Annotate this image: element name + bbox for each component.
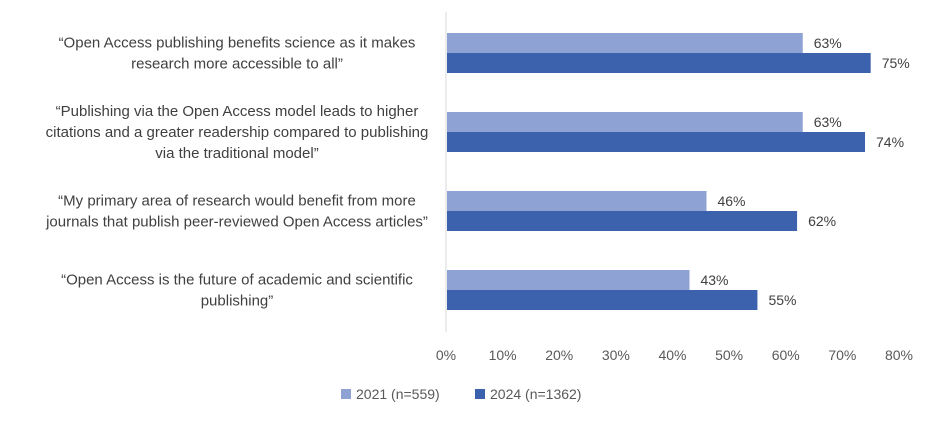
x-tick-label-0: 0% — [436, 347, 456, 363]
value-label-2024-cat4: 55% — [768, 292, 796, 308]
x-tick-label-50: 50% — [715, 347, 743, 363]
legend-label-2024: 2024 (n=1362) — [490, 386, 581, 402]
x-tick-label-70: 70% — [828, 347, 856, 363]
category-label-1: “Open Access publishing benefits science… — [59, 35, 416, 73]
bar-2024-cat2 — [447, 132, 866, 152]
value-label-2024-cat1: 75% — [882, 55, 910, 71]
value-label-2021-cat4: 43% — [700, 272, 728, 288]
value-label-2021-cat2: 63% — [814, 114, 842, 130]
x-tick-label-20: 20% — [545, 347, 573, 363]
legend-label-2021: 2021 (n=559) — [356, 386, 440, 402]
bar-2021-cat1 — [447, 33, 803, 53]
bar-2021-cat3 — [447, 191, 707, 211]
bar-2021-cat2 — [447, 112, 803, 132]
category-label-3: “My primary area of research would benef… — [45, 193, 428, 231]
bar-2024-cat3 — [447, 211, 798, 231]
category-label-4: “Open Access is the future of academic a… — [61, 272, 413, 310]
bar-2024-cat1 — [447, 53, 871, 73]
x-tick-label-60: 60% — [772, 347, 800, 363]
legend-swatch-2021 — [341, 389, 351, 399]
category-label-2: “Publishing via the Open Access model le… — [46, 103, 429, 162]
bars-group — [447, 33, 871, 310]
value-label-2024-cat2: 74% — [876, 134, 904, 150]
legend: 2021 (n=559) 2024 (n=1362) — [341, 386, 581, 402]
legend-swatch-2024 — [475, 389, 485, 399]
value-label-2021-cat3: 46% — [717, 193, 745, 209]
x-tick-label-40: 40% — [658, 347, 686, 363]
x-tick-label-30: 30% — [602, 347, 630, 363]
value-label-2024-cat3: 62% — [808, 213, 836, 229]
x-tick-label-80: 80% — [885, 347, 913, 363]
x-axis-ticks: 0% 10% 20% 30% 40% 50% 60% 70% 80% — [436, 347, 913, 363]
x-tick-label-10: 10% — [489, 347, 517, 363]
value-label-2021-cat1: 63% — [814, 35, 842, 51]
bar-2021-cat4 — [447, 270, 690, 290]
value-labels: 63% 75% 63% 74% 46% 62% 43% 55% — [700, 35, 909, 308]
bar-2024-cat4 — [447, 290, 758, 310]
category-labels: “Open Access publishing benefits science… — [45, 35, 428, 310]
